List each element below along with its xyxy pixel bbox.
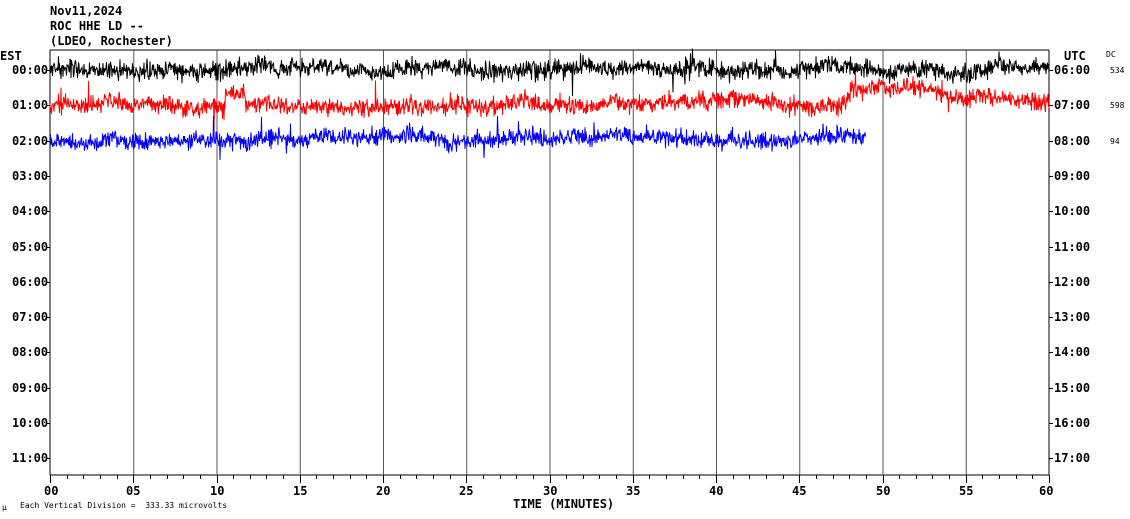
trace-layer [49,48,1050,161]
left-row-label: 07:00 [12,310,49,324]
right-row-label: 11:00 [1054,240,1091,254]
left-row-label: 02:00 [12,134,49,148]
right-row-label: 06:00 [1054,63,1091,77]
right-row-label: 16:00 [1054,416,1091,430]
left-row-label: 05:00 [12,240,49,254]
seismic-trace-0000 [49,48,1050,97]
right-row-label: 17:00 [1054,451,1091,465]
x-tick-label: 55 [959,484,974,498]
left-row-label: 04:00 [12,204,49,218]
left-row-label: 00:00 [12,63,49,77]
right-row-label: 15:00 [1054,381,1091,395]
microvolt-mark: μ [2,503,7,512]
right-row-label: 13:00 [1054,310,1091,324]
seismic-trace-0200 [49,115,866,161]
right-row-label: 10:00 [1054,204,1091,218]
station-code: ROC HHE LD -- [50,19,144,33]
station-location: (LDEO, Rochester) [50,34,173,48]
grid-layer [49,49,1050,476]
left-row-label: 09:00 [12,381,49,395]
x-tick-label: 50 [876,484,891,498]
right-row-label: 09:00 [1054,169,1091,183]
x-tick-label: 00 [44,484,59,498]
right-row-label: 12:00 [1054,275,1091,289]
left-row-label: 11:00 [12,451,49,465]
left-row-label: 08:00 [12,345,49,359]
tick-layer [46,70,1053,483]
x-tick-label: 30 [543,484,558,498]
dc-value: 598 [1110,101,1125,110]
dc-label: DC [1106,50,1116,59]
right-row-label: 14:00 [1054,345,1091,359]
left-row-label: 06:00 [12,275,49,289]
x-tick-label: 10 [210,484,225,498]
left-row-label: 01:00 [12,98,49,112]
right-timezone-label: UTC [1064,49,1086,63]
x-tick-label: 60 [1039,484,1054,498]
left-row-label: 03:00 [12,169,49,183]
dc-value: 534 [1110,66,1125,75]
seismic-trace-0100 [49,72,1050,135]
record-date: Nov11,2024 [50,4,123,18]
x-axis-title: TIME (MINUTES) [513,497,615,511]
left-row-label: 10:00 [12,416,49,430]
scale-note: Each Vertical Division = 333.33 microvol… [20,501,228,510]
x-tick-label: 45 [792,484,807,498]
x-tick-label: 20 [376,484,391,498]
left-timezone-label: EST [0,49,22,63]
x-tick-label: 35 [626,484,641,498]
x-tick-label: 15 [293,484,308,498]
right-row-label: 07:00 [1054,98,1091,112]
dc-value: 94 [1110,137,1120,146]
right-row-label: 08:00 [1054,134,1091,148]
x-tick-label: 40 [709,484,724,498]
x-tick-label: 25 [459,484,474,498]
x-tick-label: 05 [126,484,141,498]
